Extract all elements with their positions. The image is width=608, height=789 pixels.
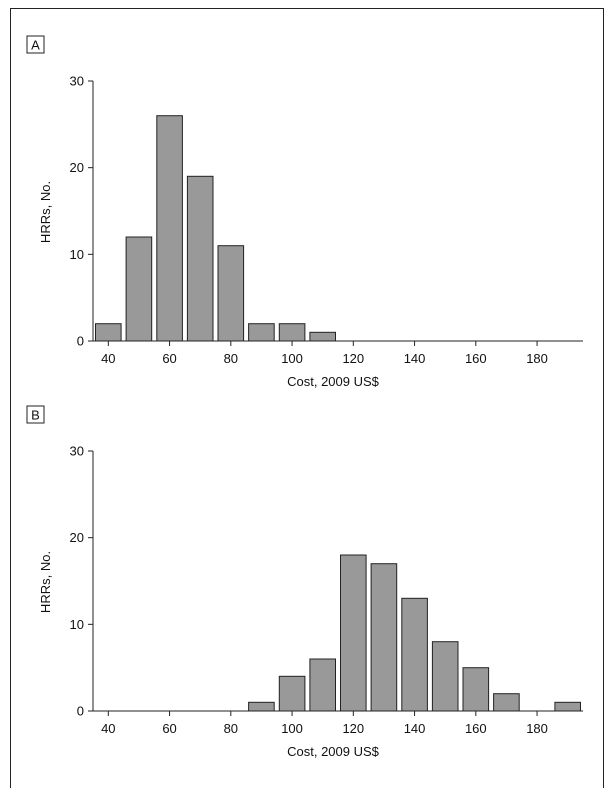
x-tick-label: 140 [404,721,426,736]
bar [340,554,367,712]
bar [278,323,306,342]
x-tick-label: 140 [404,351,426,366]
y-axis-label: HRRs, No. [38,551,53,613]
panel-b: B 0 10 20 30 40 60 80 100 120 140 160 180 Cost, 20… [26,405,583,759]
y-tick-label: 0 [77,334,84,349]
x-tick-group: 40 60 80 100 120 140 160 180 [101,711,548,736]
x-tick-label: 180 [526,351,548,366]
x-tick-label: 40 [101,721,115,736]
bar [156,115,183,342]
y-tick-group: 0 10 20 30 [70,444,93,719]
panel-label: A [31,38,40,53]
bar [370,563,398,712]
x-tick-label: 40 [101,351,115,366]
bar-group [95,115,336,342]
panel-label: B [31,408,40,423]
y-tick-label: 0 [77,704,84,719]
bar [309,658,336,712]
bar [493,693,520,712]
y-tick-group: 0 10 20 30 [70,74,93,349]
y-tick-label: 20 [70,160,84,175]
y-tick-label: 30 [70,74,84,89]
x-tick-label: 80 [224,721,238,736]
panel-label-box [26,35,45,54]
y-tick-label: 10 [70,617,84,632]
bar [186,175,214,342]
bar [125,236,153,342]
y-tick-label: 30 [70,444,84,459]
x-tick-group: 40 60 80 100 120 140 160 180 [101,341,548,366]
bar [248,323,275,342]
figure-frame [10,8,604,788]
y-axis-label: HRRs, No. [38,181,53,243]
x-tick-label: 160 [465,721,487,736]
bar [217,245,245,342]
bar [248,701,275,712]
bar [95,323,122,342]
panel-a: A 0 10 20 30 40 60 80 100 120 140 160 180 Cost, 20… [26,35,583,389]
x-tick-label: 180 [526,721,548,736]
x-tick-label: 120 [342,721,364,736]
x-tick-label: 80 [224,351,238,366]
x-tick-label: 60 [162,351,176,366]
x-axis-label: Cost, 2009 US$ [287,374,380,389]
x-tick-label: 100 [281,351,303,366]
bar [309,331,336,342]
bar [431,641,459,712]
bar [462,667,490,712]
x-tick-label: 60 [162,721,176,736]
bar [278,675,306,712]
x-tick-label: 120 [342,351,364,366]
x-tick-label: 100 [281,721,303,736]
bar-group [248,554,582,712]
y-tick-label: 20 [70,530,84,545]
bar [401,597,428,712]
bar [554,701,582,712]
panel-label-box [26,405,45,424]
x-tick-label: 160 [465,351,487,366]
y-tick-label: 10 [70,247,84,262]
x-axis-label: Cost, 2009 US$ [287,744,380,759]
